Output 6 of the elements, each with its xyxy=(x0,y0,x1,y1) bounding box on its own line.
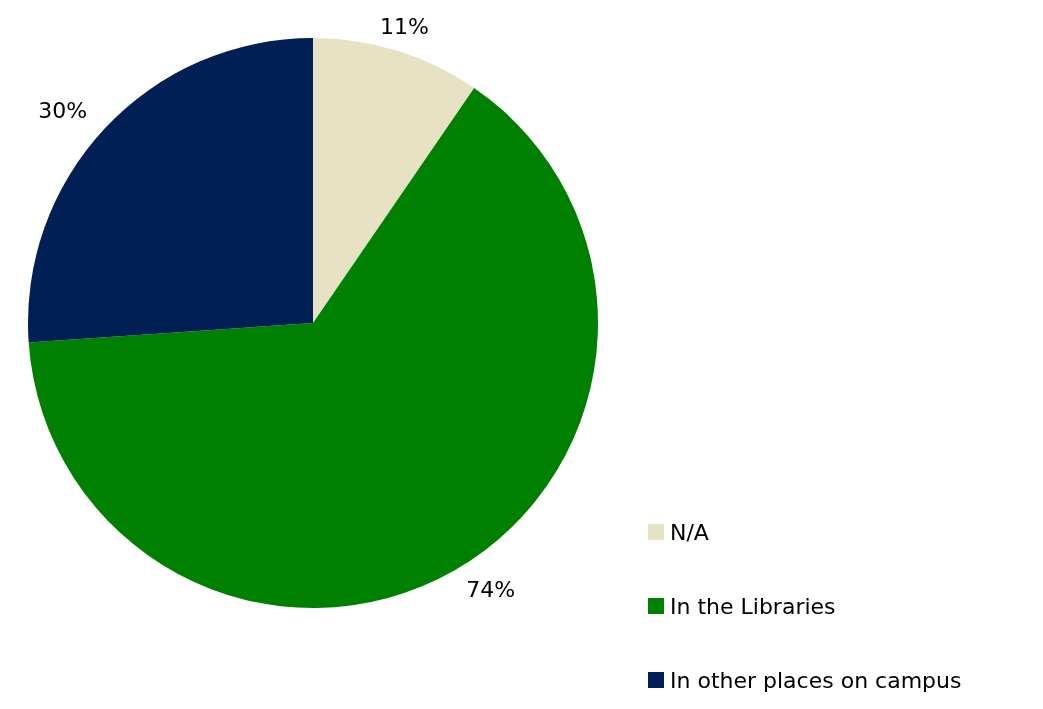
legend-label: In other places on campus xyxy=(670,667,962,693)
data-label: 30% xyxy=(38,97,88,123)
data-label: 11% xyxy=(380,13,429,39)
data-label: 74% xyxy=(466,577,516,603)
legend-label: N/A xyxy=(670,519,709,545)
legend-label: In the Libraries xyxy=(670,593,836,619)
